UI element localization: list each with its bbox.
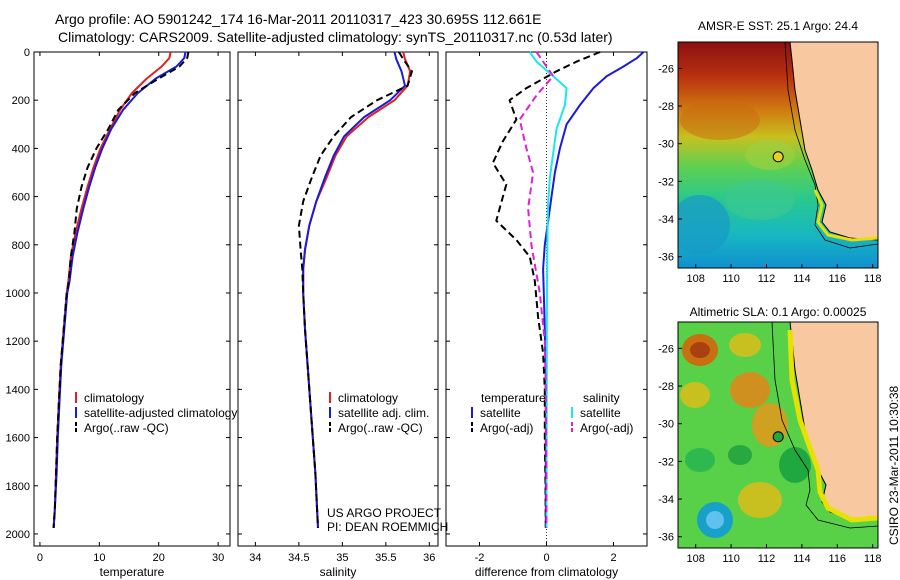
salinity-panel: 34 34.5 35 35.5 36 salinity climatologysatelli… (237, 51, 439, 579)
series-satellite-adj-clim- (302, 51, 406, 528)
y-tick-label: -26 (658, 63, 674, 75)
y-tick-label: 200 (12, 95, 30, 107)
y-tick-label: 0 (24, 47, 30, 59)
series-climatology (52, 51, 172, 528)
x-tick-label: 118 (864, 553, 882, 565)
salinity-x-label: salinity (320, 565, 357, 579)
legend-entry: satellite adj. clim. (338, 406, 429, 420)
y-tick-label: -28 (658, 381, 674, 393)
y-tick-label: -32 (658, 456, 674, 468)
figure-title-line-1: Argo profile: AO 5901242_174 16-Mar-2011… (55, 11, 542, 27)
y-tick-label: 1800 (6, 481, 30, 493)
x-tick-label: 34.5 (288, 552, 309, 564)
y-tick-label: -34 (658, 214, 674, 226)
legend-header: salinity (583, 391, 620, 405)
x-tick-label: 34 (249, 552, 261, 564)
y-tick-label: -30 (658, 139, 674, 151)
x-tick-label: 35 (336, 552, 348, 564)
series-argo-raw-qc- (297, 51, 413, 528)
series-argo-adj- (491, 51, 601, 528)
x-tick-label: 114 (793, 273, 811, 285)
y-tick-label: 1600 (6, 433, 30, 445)
sla_map-title: Altimetric SLA: 0.1 Argo: 0.00025 (690, 305, 867, 319)
legend-entry: satellite-adjusted climatology (84, 406, 237, 420)
y-tick-label: 400 (12, 143, 30, 155)
y-tick-label: -36 (658, 532, 674, 544)
y-tick-label: 1000 (6, 288, 30, 300)
x-tick-label: 2 (610, 552, 616, 564)
series-satellite-adjusted-climatology (52, 51, 187, 528)
sla-map (677, 321, 879, 549)
temperature-frame (33, 51, 231, 547)
x-tick-label: 116 (829, 273, 847, 285)
y-tick-label: 800 (12, 240, 30, 252)
y-tick-label: -32 (658, 176, 674, 188)
x-tick-label: 110 (722, 273, 740, 285)
y-tick-label: -34 (658, 494, 674, 506)
y-tick-label: -30 (658, 419, 674, 431)
x-tick-label: 112 (758, 273, 776, 285)
series-argo-raw-qc- (52, 51, 190, 528)
legend-entry: Argo(..raw -QC) (84, 421, 169, 435)
legend-entry: climatology (84, 391, 144, 405)
y-tick-label: -28 (658, 101, 674, 113)
y-tick-label: 600 (12, 192, 30, 204)
sla_map-axes: Altimetric SLA: 0.1 Argo: 0.00025 108 110 1… (658, 305, 881, 565)
x-tick-label: 108 (687, 553, 705, 565)
credit-line-1: US ARGO PROJECT (327, 506, 442, 520)
side-credit: CSIRO 23-Mar-2011 10:30:38 (887, 385, 900, 545)
temperature-x-label: temperature (100, 565, 165, 579)
y-tick-label: -36 (658, 252, 674, 264)
legend-entry: Argo(-adj) (480, 421, 533, 435)
legend-entry: satellite (480, 406, 521, 420)
difference-x-label: difference from climatology (475, 565, 618, 579)
sst_map-axes: AMSR-E SST: 25.1 Argo: 24.4 108 110 112 114 1… (658, 19, 881, 285)
y-tick-label: 1200 (6, 336, 30, 348)
y-tick-label: 2000 (6, 529, 30, 541)
x-tick-label: 10 (93, 552, 105, 564)
argo-location-marker (772, 431, 784, 443)
x-tick-label: 0 (37, 552, 43, 564)
x-tick-label: 20 (153, 552, 165, 564)
credit-line-2: PI: DEAN ROEMMICH (327, 520, 448, 534)
figure-title-line-2: Climatology: CARS2009. Satellite-adjuste… (58, 29, 613, 45)
x-tick-label: 112 (758, 553, 776, 565)
x-tick-label: 116 (829, 553, 847, 565)
temperature-panel: 0 200 400 600 800 1000 1200 1400 1600 1800 2000 0 10… (6, 47, 238, 579)
legend-entry: climatology (338, 391, 398, 405)
argo-location-marker (772, 151, 784, 163)
legend-entry: Argo(..raw -QC) (338, 421, 423, 435)
legend-entry: Argo(-adj) (580, 421, 633, 435)
legend-header: temperature (481, 391, 546, 405)
y-tick-label: -26 (658, 343, 674, 355)
x-tick-label: 114 (793, 553, 811, 565)
x-tick-label: 110 (722, 553, 740, 565)
x-tick-label: -2 (475, 552, 485, 564)
x-tick-label: 36 (423, 552, 435, 564)
legend-entry: satellite (580, 406, 621, 420)
x-tick-label: 108 (687, 273, 705, 285)
y-tick-label: 1400 (6, 384, 30, 396)
x-tick-label: 35.5 (375, 552, 396, 564)
x-tick-label: 30 (212, 552, 224, 564)
x-tick-label: 118 (864, 273, 882, 285)
series-satellite (528, 51, 568, 528)
x-tick-label: 0 (543, 552, 549, 564)
salinity-frame (237, 51, 439, 547)
series-argo-adj- (518, 51, 555, 528)
sst_map-title: AMSR-E SST: 25.1 Argo: 24.4 (698, 19, 858, 33)
